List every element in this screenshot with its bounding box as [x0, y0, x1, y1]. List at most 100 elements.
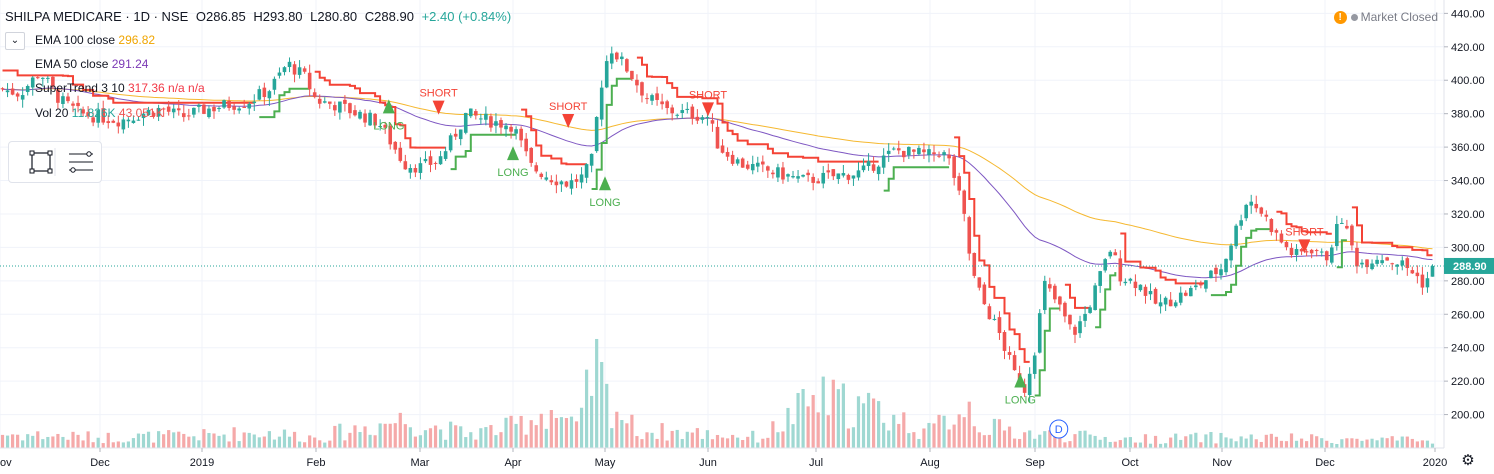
candle-body [15, 93, 20, 97]
volume-bar [1068, 441, 1072, 448]
candle-body [901, 150, 906, 158]
candle-body [111, 120, 116, 123]
candle-body [1350, 225, 1354, 246]
supertrend-down-segment [1351, 206, 1433, 257]
rectangle-tool-icon[interactable] [29, 150, 53, 174]
volume-bar [262, 436, 266, 448]
candle-body [1083, 313, 1087, 321]
ema50-legend[interactable]: EMA 50 close 291.24 [35, 57, 148, 71]
volume-bar [917, 438, 921, 448]
volume-bar [86, 431, 90, 448]
volume-bar [1294, 440, 1299, 448]
candle-body [1148, 291, 1153, 295]
volume-bar [1088, 434, 1092, 448]
volume-bar [1204, 434, 1208, 448]
volume-bar [333, 425, 337, 448]
volume-bar [897, 423, 901, 448]
time-tick-label: Nov [1212, 457, 1232, 469]
short-arrow-icon [702, 102, 714, 117]
candle-body [811, 176, 815, 183]
volume-bar [10, 434, 15, 448]
volume-bar [655, 438, 659, 448]
candle-body [1294, 248, 1299, 255]
candle-body [549, 180, 554, 183]
volume-bar [297, 441, 302, 448]
market-status-text: Market Closed [1360, 10, 1438, 24]
candle-body [1168, 299, 1173, 307]
candle-body [322, 101, 327, 103]
volume-bar [977, 432, 981, 448]
volume-bar [705, 430, 710, 448]
time-axis[interactable]: ov Dec 2019 Feb Mar Apr May Jun Jul Aug Sep Oct Nov D… [0, 447, 1447, 469]
candle-body [932, 152, 936, 155]
volume-bar [1113, 441, 1117, 448]
candle-body [1002, 332, 1007, 351]
volume-bar [786, 407, 790, 448]
candle-body [806, 172, 810, 176]
volume-bar [1279, 440, 1284, 448]
volume-bar [31, 435, 35, 448]
volume-bar [741, 440, 745, 448]
volume-bar [479, 428, 483, 448]
candle-body [630, 70, 634, 80]
candle-body [363, 113, 367, 123]
volume-bar [625, 423, 629, 448]
candle-body [1244, 204, 1248, 219]
candle-body [1143, 286, 1148, 296]
time-tick-label: Aug [920, 457, 940, 469]
ema100-legend[interactable]: EMA 100 close 296.82 [35, 33, 155, 47]
volume-bar [610, 428, 614, 448]
volume-legend[interactable]: Vol 20 11.826K 43.051K [35, 106, 164, 120]
volume-bar [0, 434, 5, 448]
candle-body [388, 125, 393, 145]
supertrend-value2: n/a [168, 81, 185, 95]
legend-collapse-button[interactable]: ⌄ [5, 32, 25, 50]
volume-bar [947, 429, 951, 448]
candle-body [599, 87, 604, 120]
market-status[interactable]: ! Market Closed [1333, 10, 1438, 25]
candle-body [81, 109, 85, 114]
candle-body [358, 111, 362, 119]
candle-body [589, 153, 594, 166]
price-change: +2.40 (+0.84%) [421, 9, 512, 24]
volume-bar [1239, 436, 1243, 448]
supertrend-legend[interactable]: SuperTrend 3 10 317.36 n/a n/a [35, 81, 205, 95]
volume-bar [454, 425, 458, 448]
gear-icon[interactable]: ⚙ [1461, 452, 1475, 469]
lines-tool-icon[interactable] [69, 151, 93, 173]
volume-bar [1325, 440, 1329, 448]
candle-body [1058, 296, 1062, 305]
volume-bar [313, 437, 317, 448]
chart-grid [0, 0, 1444, 448]
volume-bar [308, 435, 312, 448]
candle-body [821, 172, 826, 184]
price-axis-background [1444, 0, 1494, 474]
candle-body [30, 77, 35, 88]
candle-body [1430, 265, 1435, 277]
volume-bar [796, 392, 800, 448]
candle-body [866, 161, 871, 166]
volume-bar [252, 434, 256, 448]
price-axis[interactable]: 200.00 220.00 240.00 260.00 280.00 300.00 320.… [1443, 0, 1494, 474]
long-arrow-icon [507, 146, 519, 161]
volume-bar [861, 403, 866, 448]
volume-bar [1158, 443, 1163, 448]
candle-body [1103, 259, 1108, 271]
candle-body [544, 177, 549, 180]
volume-bar [1048, 430, 1052, 448]
volume-bar [71, 431, 75, 448]
volume-bar [151, 442, 156, 448]
volume-bar [1360, 440, 1364, 448]
candle-body [715, 126, 720, 149]
signal-markers: LONG LONG LONG LONG SHORT SHORT SHORT SHORT D [373, 88, 1324, 439]
volume-bar [554, 417, 558, 448]
symbol-title[interactable]: SHILPA MEDICARE · 1D · NSE [5, 9, 189, 24]
volume-bar [821, 376, 825, 448]
volume-bar [1254, 439, 1258, 448]
volume-bar [1375, 440, 1379, 448]
supertrend-value3: n/a [188, 81, 205, 95]
candle-body [161, 108, 166, 110]
candle-body [1229, 245, 1233, 261]
candle-body [207, 108, 211, 118]
